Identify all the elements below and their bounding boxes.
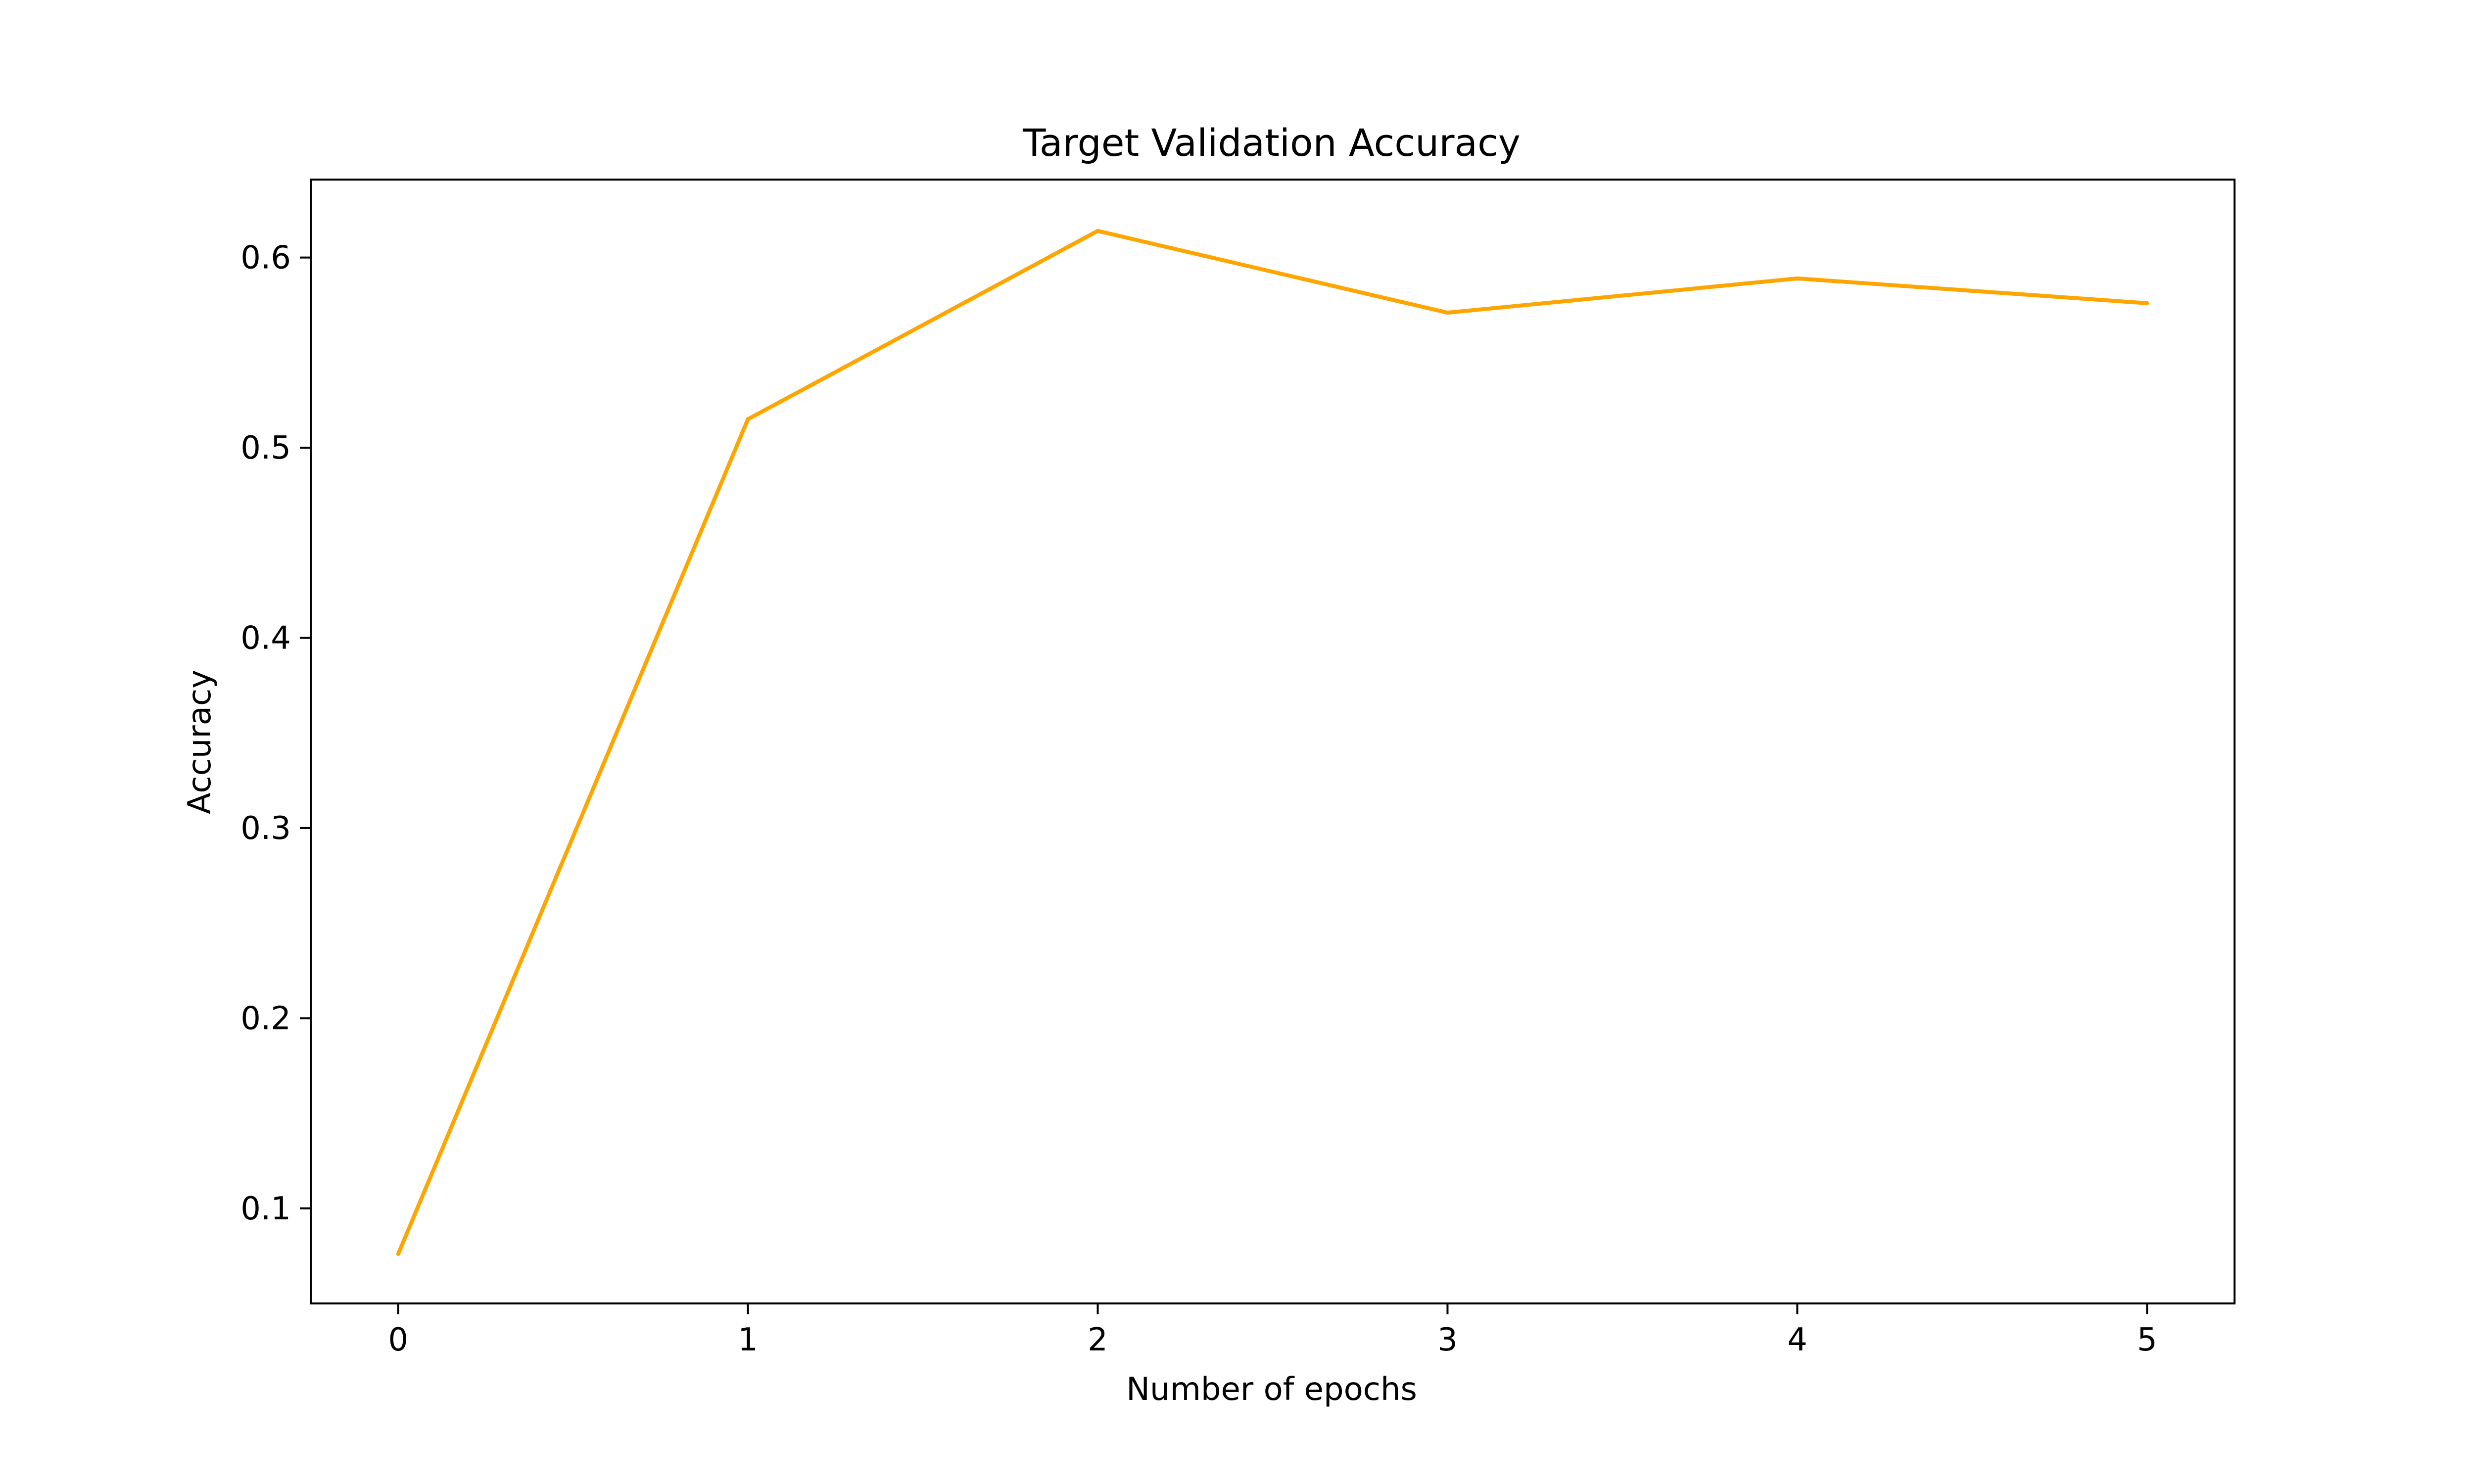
y-axis-label: Accuracy — [182, 670, 218, 814]
x-axis-label: Number of epochs — [1126, 1371, 1417, 1408]
x-tick-label: 2 — [1088, 1322, 1108, 1358]
plot-frame — [310, 179, 2236, 1304]
x-tick-label: 3 — [1437, 1322, 1458, 1358]
data-point — [396, 1252, 400, 1256]
x-tick-label: 5 — [2137, 1322, 2157, 1358]
x-tick-label: 4 — [1787, 1322, 1808, 1358]
y-tick-label: 0.1 — [240, 1191, 291, 1227]
data-point — [746, 417, 750, 421]
x-tick-label: 1 — [738, 1322, 758, 1358]
x-tick-label: 0 — [388, 1322, 408, 1358]
x-axis-ticks: 0 1 2 3 4 5 — [388, 1303, 2157, 1358]
accuracy-series-line — [396, 229, 2147, 1255]
data-point — [1445, 311, 1450, 315]
y-axis-ticks: 0.1 0.2 0.3 0.4 0.5 0.6 — [240, 240, 311, 1227]
data-point — [1795, 276, 1800, 280]
chart-title: Target Validation Accuracy — [1022, 121, 1521, 165]
series-layer — [396, 229, 2149, 1256]
y-tick-label: 0.2 — [240, 1000, 291, 1037]
y-tick-label: 0.3 — [240, 810, 291, 847]
y-tick-label: 0.5 — [240, 430, 291, 466]
data-point — [1095, 229, 1100, 233]
data-point — [2145, 301, 2149, 305]
y-tick-label: 0.4 — [240, 620, 291, 656]
y-tick-label: 0.6 — [240, 240, 291, 277]
